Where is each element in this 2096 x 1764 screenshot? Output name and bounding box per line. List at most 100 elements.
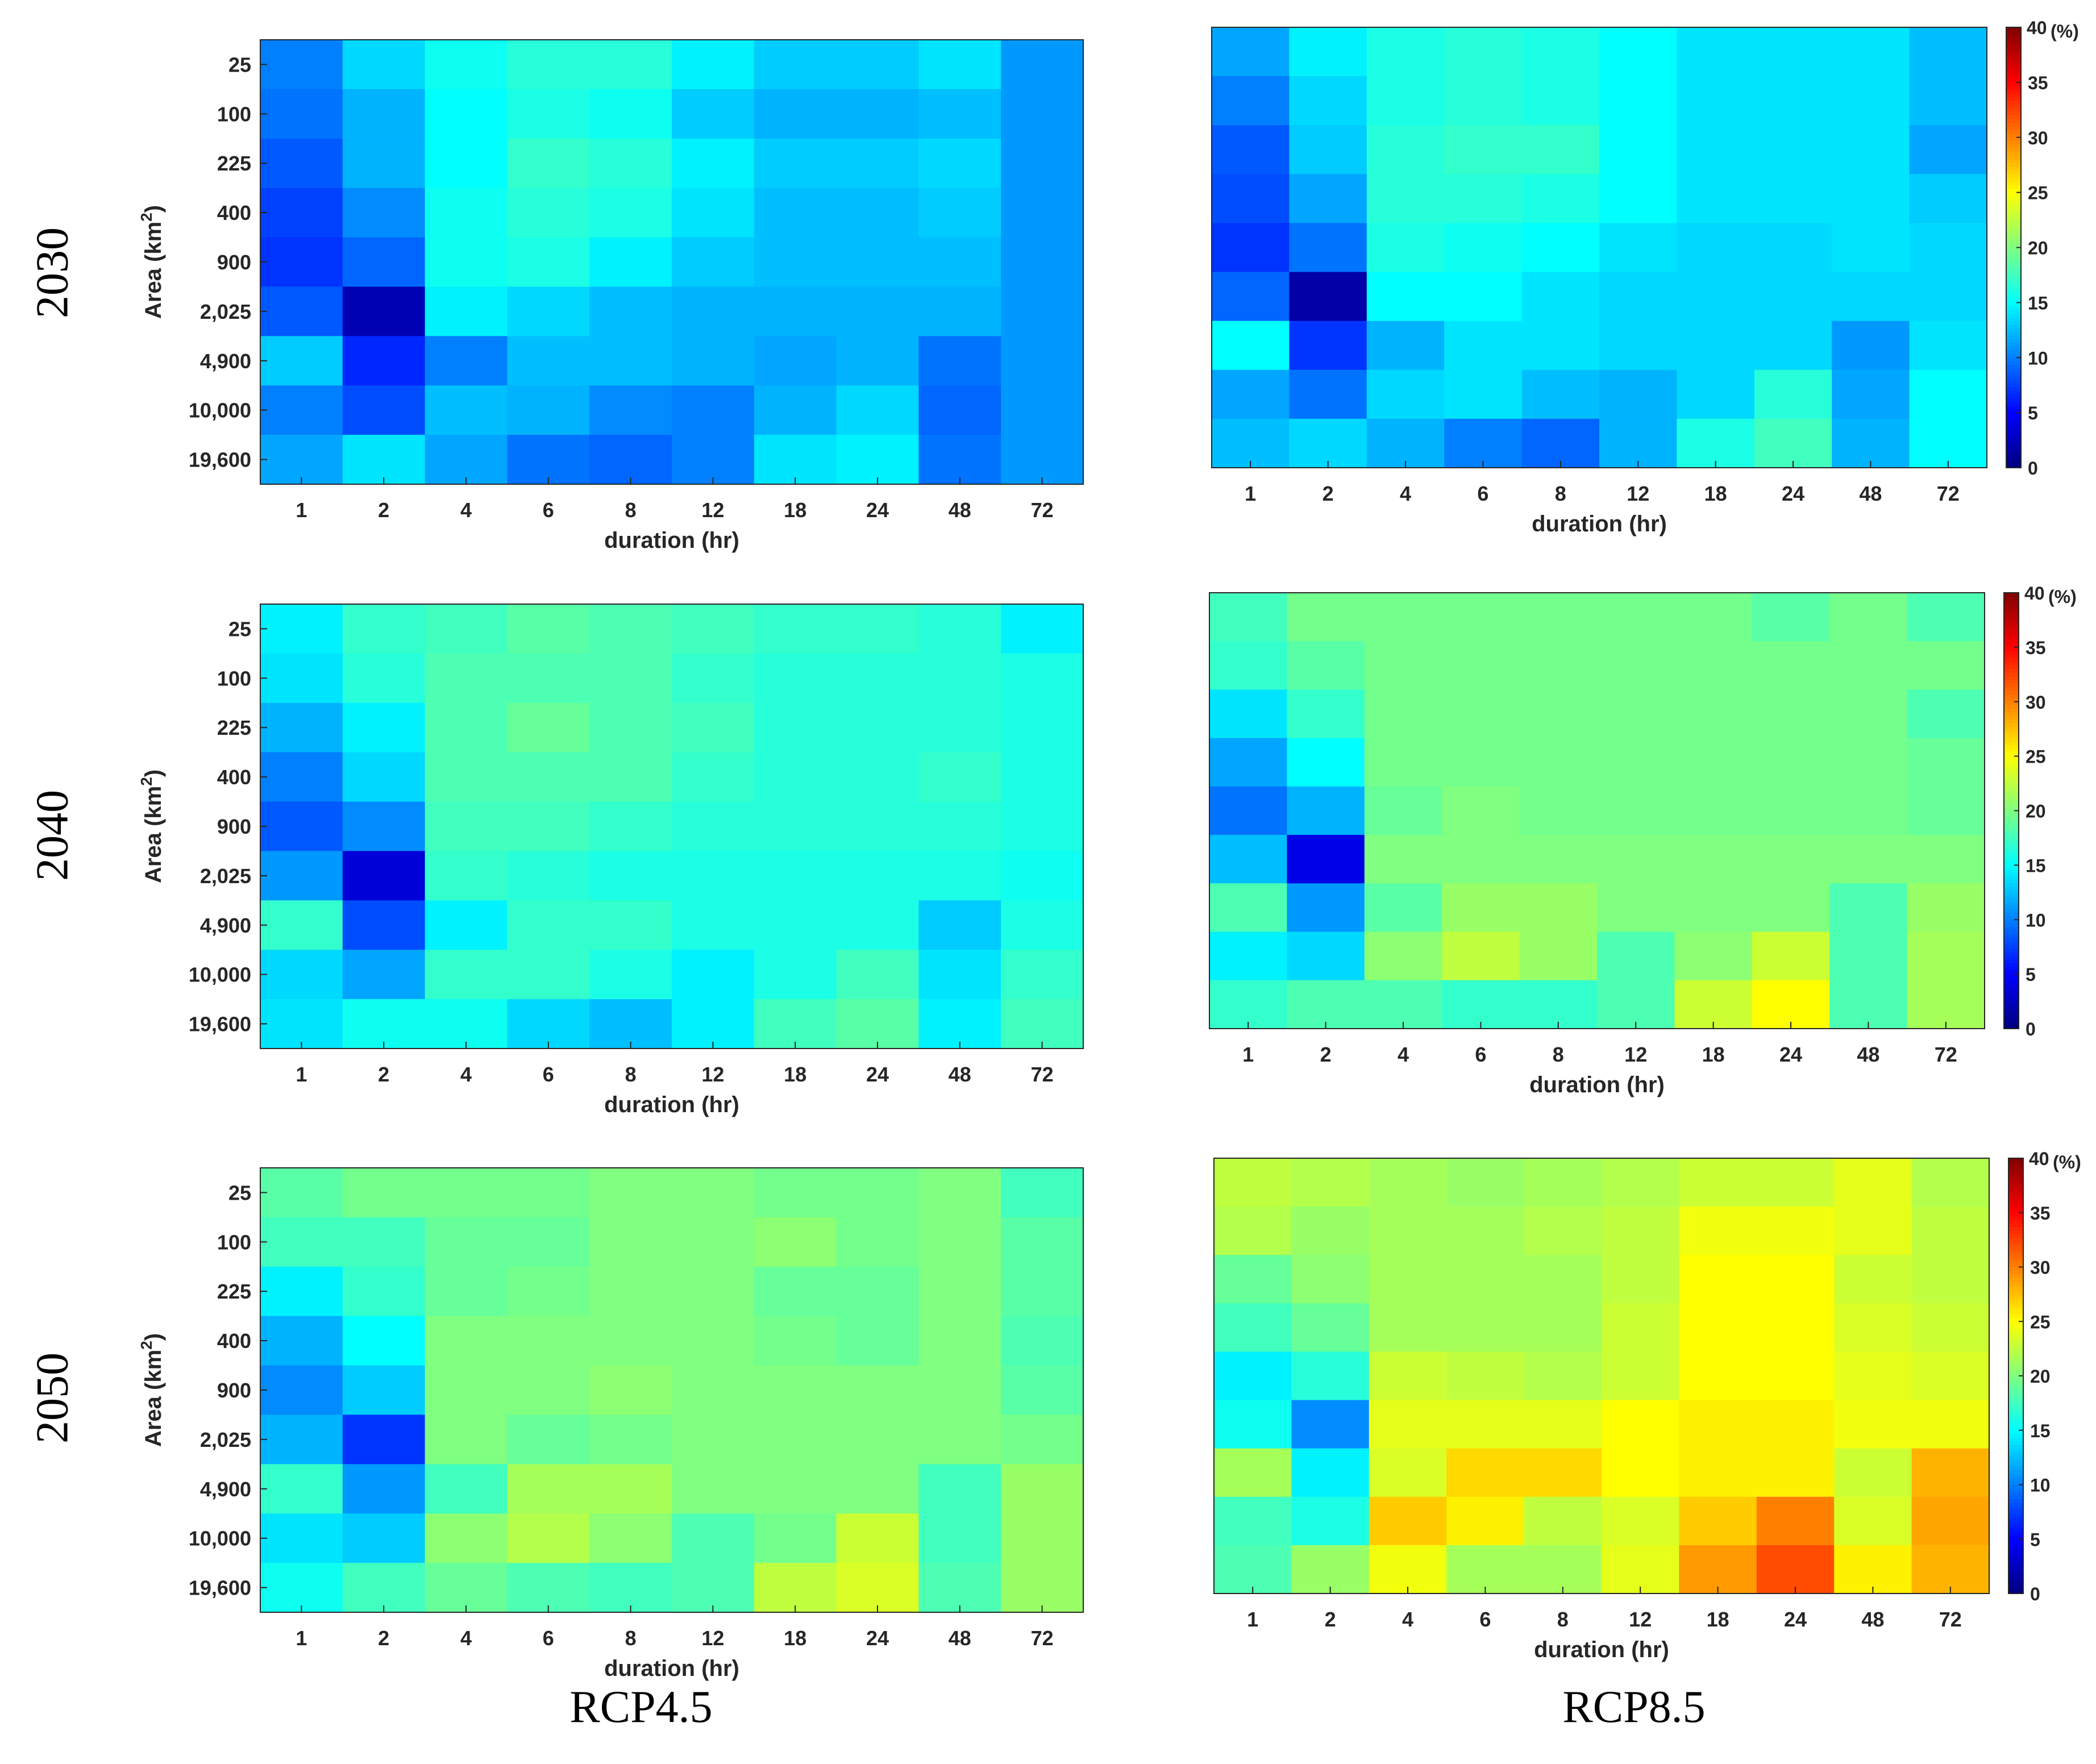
colorbar-segment [2008, 1470, 2023, 1475]
colorbar-segment [2006, 380, 2021, 384]
heatmap-cell [836, 1513, 919, 1563]
heatmap-cell [1829, 835, 1908, 884]
colorbar-segment [2008, 1568, 2023, 1572]
heatmap-cell [1364, 931, 1442, 981]
heatmap-cell [754, 604, 837, 654]
heatmap-cell [1366, 223, 1445, 273]
colorbar-segment [2008, 1430, 2023, 1434]
colorbar-segment [2006, 262, 2021, 267]
heatmap-cell [1909, 174, 1987, 224]
plot-frame [1213, 1158, 1990, 1594]
colorbar-segment [2006, 302, 2021, 307]
y-tick-label: 4,900 [200, 914, 251, 937]
heatmap-cell [918, 89, 1001, 139]
heatmap-cell [836, 1464, 919, 1514]
heatmap-cell [1369, 1351, 1447, 1401]
heatmap-cell [260, 385, 343, 435]
heatmap-cell [754, 286, 837, 336]
colorbar-segment [2006, 247, 2021, 252]
heatmap-cell [1756, 1206, 1835, 1255]
x-tick-label: 72 [1935, 1043, 1957, 1066]
heatmap-cell [1834, 1158, 1912, 1207]
heatmap-cell [1597, 883, 1675, 933]
heatmap-cell [1209, 883, 1287, 933]
heatmap-cell [425, 1414, 508, 1465]
heatmap-cell [1677, 418, 1755, 468]
heatmap-cell [1289, 125, 1367, 174]
heatmap-cell [1521, 321, 1600, 371]
heatmap-cell [260, 604, 343, 654]
x-tick-label: 1 [1247, 1608, 1258, 1631]
colorbar-segment [2008, 1187, 2023, 1192]
colorbar-segment [2008, 1416, 2023, 1420]
colorbar-segment [2006, 108, 2021, 113]
colorbar-segment [2008, 1307, 2023, 1311]
colorbar-segment [2004, 654, 2019, 659]
heatmap-cell [1369, 1400, 1447, 1449]
heatmap-cell [1212, 223, 1290, 273]
colorbar-segment [2004, 1010, 2019, 1015]
heatmap-cell [260, 653, 343, 704]
colorbar-segment [2006, 405, 2021, 410]
colorbar-segment [2006, 456, 2021, 461]
colorbar-tick-label: 30 [2028, 128, 2048, 148]
colorbar-segment [2008, 1553, 2023, 1558]
colorbar-segment [2006, 199, 2021, 204]
colorbar-segment [2004, 596, 2019, 601]
colorbar-segment [2008, 1437, 2023, 1442]
heatmap-cell [1752, 786, 1830, 835]
x-tick-label: 4 [460, 1063, 472, 1086]
heatmap-cell [1291, 1255, 1370, 1304]
colorbar-segment [2008, 1426, 2023, 1431]
heatmap-cell [589, 1168, 672, 1218]
x-tick-label: 12 [701, 498, 724, 522]
colorbar-segment [2008, 1263, 2023, 1268]
heatmap-cell [1829, 593, 1908, 642]
heatmap-cell [425, 604, 508, 654]
colorbar-segment [2006, 203, 2021, 208]
heatmap-cell [1524, 1255, 1602, 1304]
colorbar-segment [2008, 1387, 2023, 1391]
heatmap-cell [836, 1168, 919, 1218]
colorbar-segment [2008, 1586, 2023, 1591]
heatmap-cell [1674, 593, 1753, 642]
colorbar-segment [2006, 177, 2021, 182]
heatmap-cell [918, 435, 1001, 485]
heatmap-cell [754, 1563, 837, 1613]
heatmap-cell [1519, 931, 1598, 981]
colorbar-segment [2004, 930, 2019, 935]
colorbar-segment [2006, 68, 2021, 72]
colorbar-top-label: 40 [2024, 583, 2045, 604]
heatmap-cell [754, 385, 837, 435]
heatmap-cell [1832, 418, 1910, 468]
heatmap-cell [1291, 1158, 1370, 1207]
x-tick-label: 18 [1702, 1043, 1725, 1066]
colorbar-segment [2008, 1466, 2023, 1471]
heatmap-cell [260, 900, 343, 950]
heatmap-cell [1209, 980, 1287, 1029]
colorbar-segment [2004, 832, 2019, 837]
colorbar-segment [2008, 1212, 2023, 1217]
colorbar-tick-label: 35 [2030, 1203, 2051, 1224]
heatmap-cell [1756, 1545, 1835, 1594]
heatmap-cell [1907, 738, 1985, 787]
heatmap-cell [1287, 835, 1365, 884]
heatmap-cell [1597, 980, 1675, 1029]
heatmap-cell [1756, 1496, 1835, 1546]
colorbar-segment [2008, 1535, 2023, 1540]
heatmap-cell [1524, 1351, 1602, 1401]
heatmap-cell [589, 900, 672, 950]
colorbar-segment [2004, 897, 2019, 902]
heatmap-cell [342, 653, 426, 704]
heatmap-cell [1911, 1303, 1990, 1353]
colorbar-segment [2006, 244, 2021, 248]
colorbar-top-label: 40 [2027, 18, 2047, 38]
heatmap-cell [1674, 931, 1753, 981]
x-tick-label: 6 [543, 1063, 554, 1086]
heatmap-cell [1679, 1448, 1757, 1497]
colorbar-segment [2008, 1383, 2023, 1387]
heatmap-cell [1909, 27, 1987, 77]
x-tick-label: 24 [866, 498, 889, 522]
colorbar-segment [2004, 1006, 2019, 1011]
